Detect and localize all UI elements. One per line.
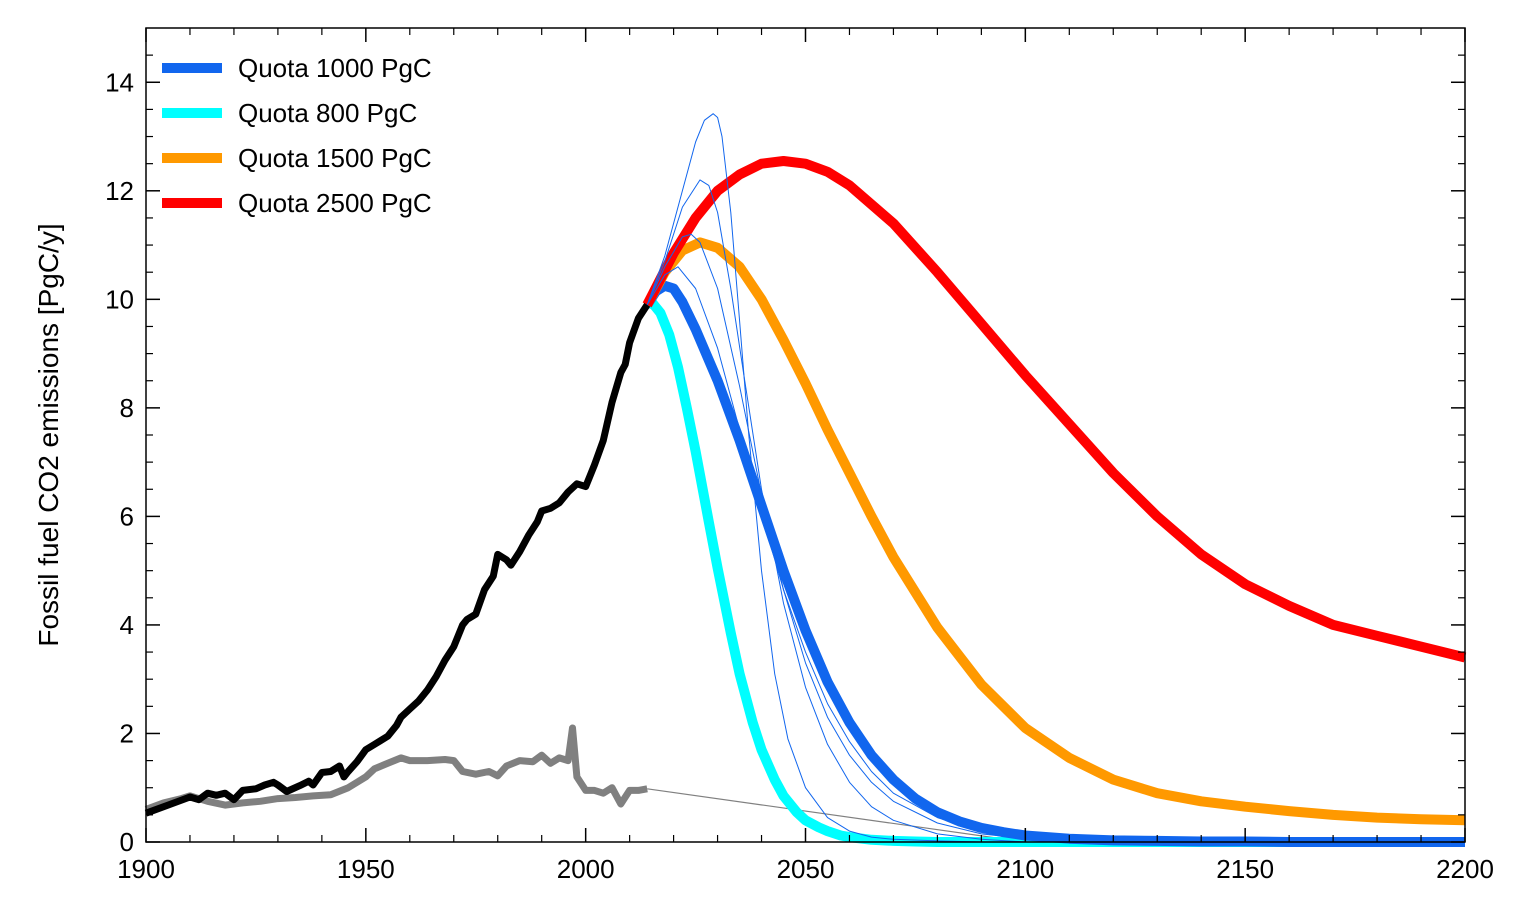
- y-tick-label: 12: [105, 176, 134, 206]
- series-line-0: [144, 302, 651, 817]
- series-line-8: [646, 179, 1026, 843]
- series-line-1: [144, 724, 648, 813]
- x-tick-label: 2100: [996, 854, 1054, 884]
- legend-label: Quota 1500 PgC: [238, 143, 432, 173]
- series-line-6: [642, 156, 1467, 663]
- legend-label: Quota 2500 PgC: [238, 188, 432, 218]
- x-tick-label: 1950: [337, 854, 395, 884]
- series-line-2: [647, 788, 1026, 843]
- x-tick-label: 2150: [1216, 854, 1274, 884]
- series-line-4: [644, 297, 1465, 847]
- y-tick-label: 10: [105, 284, 134, 314]
- y-tick-label: 14: [105, 67, 134, 97]
- legend: Quota 1000 PgC Quota 800 PgC Quota 1500 Pg…: [162, 53, 432, 218]
- x-tick-label: 2000: [557, 854, 615, 884]
- y-tick-label: 8: [120, 393, 134, 423]
- y-tick-label: 4: [120, 610, 134, 640]
- y-tick-label: 2: [120, 718, 134, 748]
- series-line-7: [646, 113, 1026, 843]
- legend-label: Quota 1000 PgC: [238, 53, 432, 83]
- series-line-5: [642, 237, 1466, 826]
- series-line-3: [643, 280, 1465, 847]
- series-layer: [144, 113, 1467, 847]
- x-tick-label: 1900: [117, 854, 175, 884]
- tick-layer: 1900 1950 2000 2050 2100 2150 2200 0 2 4 6 8 10 12 14: [105, 28, 1494, 884]
- y-axis-label: Fossil fuel CO2 emissions [PgC/y]: [33, 223, 64, 646]
- y-tick-label: 0: [120, 827, 134, 857]
- y-tick-label: 6: [120, 501, 134, 531]
- x-tick-label: 2200: [1436, 854, 1494, 884]
- series-line-9: [646, 233, 1070, 842]
- x-tick-label: 2050: [777, 854, 835, 884]
- legend-label: Quota 800 PgC: [238, 98, 417, 128]
- series-line-10: [646, 266, 1070, 841]
